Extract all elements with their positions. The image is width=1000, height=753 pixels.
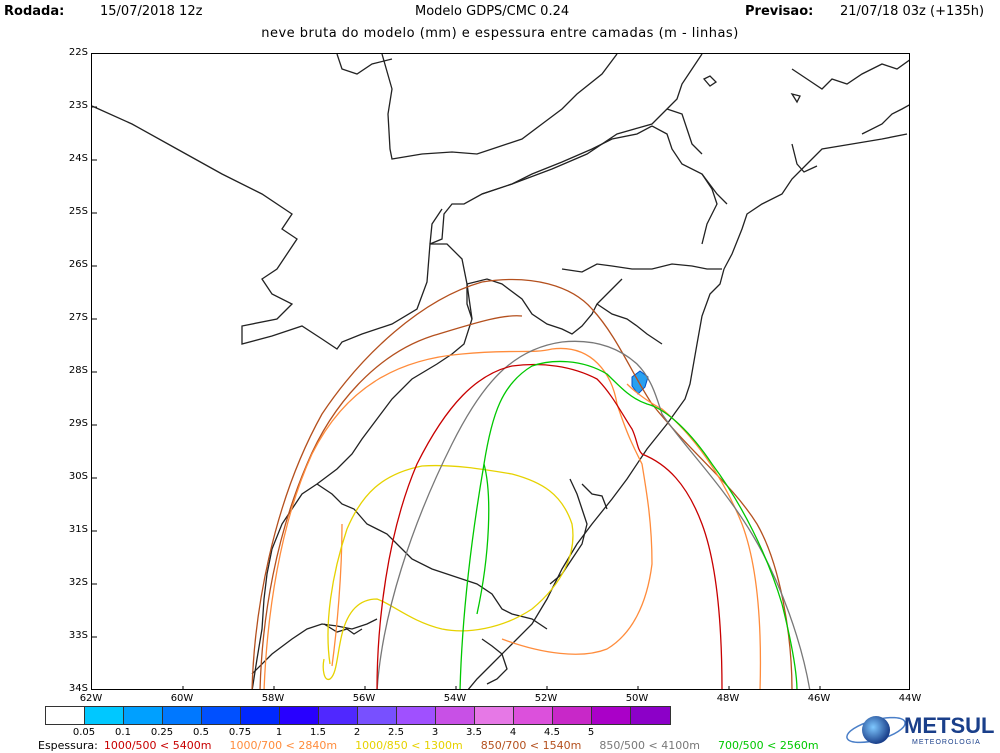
colorbar-swatch: [358, 707, 397, 724]
thickness-legend: Espessura: 1000/500 < 5400m 1000/700 < 28…: [38, 739, 837, 752]
contour-850-700-inner: [259, 315, 523, 689]
political-borders: [92, 54, 909, 689]
lat-label: 30S: [68, 471, 88, 482]
colorbar-label: 0.1: [115, 727, 131, 738]
colorbar-label: 2.5: [388, 727, 404, 738]
lat-label: 32S: [68, 577, 88, 588]
lon-label: 48W: [716, 693, 740, 704]
colorbar-swatch: [319, 707, 358, 724]
lat-label: 26S: [68, 259, 88, 270]
colorbar-swatch: [202, 707, 241, 724]
contour-1000-500: [376, 363, 723, 689]
colorbar-label: 4.5: [544, 727, 560, 738]
colorbar-label: 4: [509, 727, 517, 738]
colorbar-label: 3.5: [466, 727, 482, 738]
lat-label: 28S: [68, 365, 88, 376]
legend-title: Espessura:: [38, 739, 98, 752]
lon-label: 58W: [261, 693, 285, 704]
lon-label: 46W: [807, 693, 831, 704]
contour-700-500: [459, 360, 798, 689]
colorbar-swatch: [592, 707, 631, 724]
metsul-logo: [846, 716, 906, 744]
colorbar-swatch: [514, 707, 553, 724]
forecast-value: 21/07/18 03z (+135h): [840, 4, 985, 19]
colorbar-label: 2: [353, 727, 361, 738]
contour-1000-850: [322, 464, 574, 681]
axis-ticks: [92, 106, 821, 689]
lat-label: 24S: [68, 153, 88, 164]
lat-label: 33S: [68, 630, 88, 641]
legend-item: 850/700 < 1540m: [480, 739, 582, 752]
colorbar-label: 1: [275, 727, 283, 738]
map-canvas: [92, 54, 909, 689]
lon-label: 56W: [352, 693, 376, 704]
lon-label: 50W: [625, 693, 649, 704]
thickness-contours: [251, 278, 811, 689]
lon-label: 52W: [534, 693, 558, 704]
lat-label: 22S: [68, 47, 88, 58]
contour-1000-700-right: [626, 383, 762, 689]
colorbar-swatch: [553, 707, 592, 724]
contour-700-500-inner: [476, 463, 490, 615]
lat-label: 23S: [68, 100, 88, 111]
brand-tagline: METEOROLOGIA: [912, 739, 981, 746]
lon-label: 62W: [79, 693, 103, 704]
lat-label: 29S: [68, 418, 88, 429]
lat-label: 25S: [68, 206, 88, 217]
colorbar-label: 0.05: [72, 727, 96, 738]
colorbar-label: 5: [587, 727, 595, 738]
brand-name: METSUL: [904, 713, 995, 738]
lat-label: 27S: [68, 312, 88, 323]
model-title: Modelo GDPS/CMC 0.24: [415, 4, 570, 19]
colorbar-swatch: [124, 707, 163, 724]
snow-colorbar: [45, 706, 671, 725]
contour-850-500: [376, 340, 811, 689]
colorbar-label: 0.5: [193, 727, 209, 738]
colorbar-swatch: [46, 707, 85, 724]
colorbar-swatch: [241, 707, 280, 724]
lon-label: 44W: [898, 693, 922, 704]
colorbar-swatch: [397, 707, 436, 724]
run-label: Rodada:: [4, 4, 65, 19]
lon-label: 54W: [443, 693, 467, 704]
legend-item: 1000/850 < 1300m: [355, 739, 463, 752]
colorbar-swatch: [163, 707, 202, 724]
lat-label: 34S: [68, 683, 88, 694]
colorbar-swatch: [475, 707, 514, 724]
lon-label: 60W: [170, 693, 194, 704]
legend-item: 850/500 < 4100m: [599, 739, 700, 752]
colorbar-label: 3: [431, 727, 439, 738]
colorbar-swatch: [631, 707, 670, 724]
colorbar-swatch: [280, 707, 319, 724]
contour-850-700: [251, 278, 793, 689]
map-frame: [91, 53, 910, 690]
colorbar-label: 0.25: [150, 727, 174, 738]
colorbar-label: 0.75: [228, 727, 252, 738]
legend-item: 700/500 < 2560m: [717, 739, 819, 752]
colorbar-swatch: [85, 707, 124, 724]
map-subtitle: neve bruta do modelo (mm) e espessura en…: [261, 26, 739, 41]
legend-item: 1000/500 < 5400m: [103, 739, 212, 752]
lat-label: 31S: [68, 524, 88, 535]
colorbar-swatch: [436, 707, 475, 724]
colorbar-label: 1.5: [310, 727, 326, 738]
run-value: 15/07/2018 12z: [100, 4, 203, 19]
forecast-label: Previsao:: [745, 4, 814, 19]
legend-item: 1000/700 < 2840m: [229, 739, 338, 752]
contour-1000-700-inner: [331, 523, 343, 667]
